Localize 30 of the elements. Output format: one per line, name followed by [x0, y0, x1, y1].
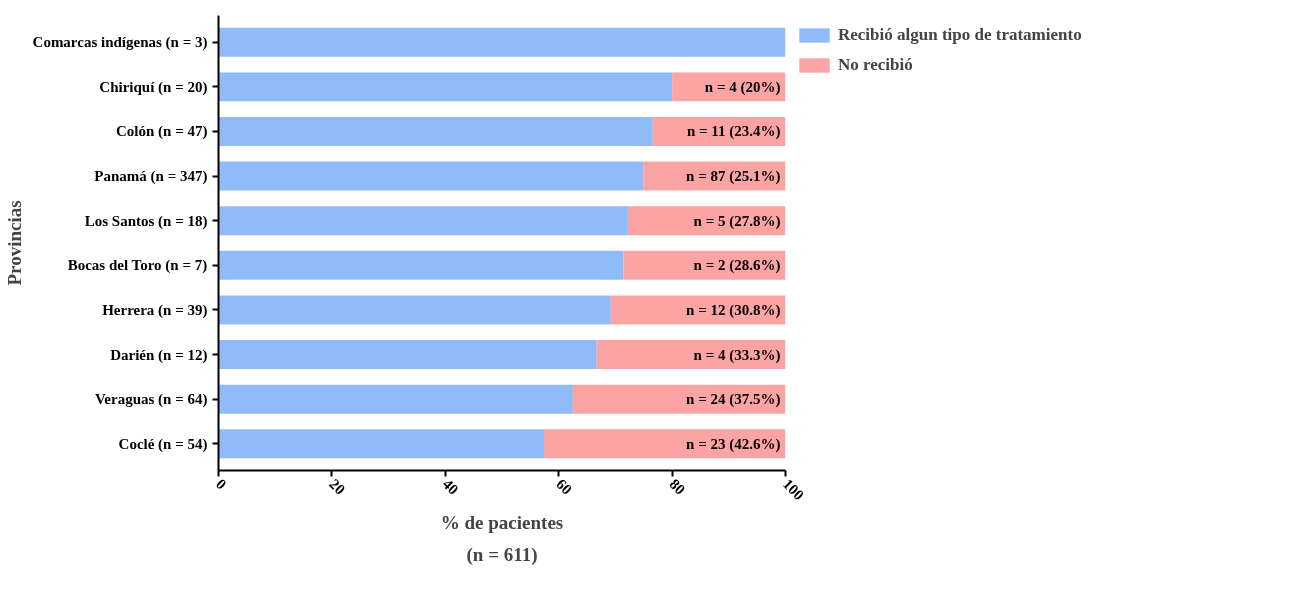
x-axis-title: % de pacientes [440, 512, 564, 534]
data-label: n = 2 (28.6%) [693, 257, 781, 275]
y-tick-label: Bocas del Toro (n = 7) [67, 257, 208, 275]
x-tick-label: 100 [779, 475, 808, 504]
data-label: n = 12 (30.8%) [686, 301, 781, 319]
y-tick-label: Coclé (n = 54) [118, 435, 208, 453]
data-label: n = 24 (37.5%) [686, 391, 781, 409]
y-tick-label: Panamá (n = 347) [94, 168, 208, 186]
x-tick-label: 80 [666, 475, 689, 498]
y-tick-label: Veraguas (n = 64) [94, 391, 208, 409]
y-tick-label: Chiriquí (n = 20) [99, 78, 208, 96]
x-tick-label: 60 [553, 475, 575, 498]
data-label: n = 5 (27.8%) [693, 212, 781, 230]
data-label: n = 23 (42.6%) [686, 435, 781, 453]
data-label: n = 4 (33.3%) [693, 346, 781, 364]
x-tick-label: 40 [439, 475, 462, 498]
legend-label: Recibió algun tipo de tratamiento [838, 25, 1082, 45]
legend-label: No recibió [838, 55, 913, 75]
data-label: n = 11 (23.4%) [686, 123, 781, 141]
data-label: n = 4 (20%) [704, 78, 781, 96]
data-label: n = 87 (25.1%) [686, 168, 781, 186]
y-axis-title: Provincias [3, 200, 25, 286]
y-tick-label: Colón (n = 47) [116, 123, 208, 141]
x-tick-label: 20 [326, 475, 349, 498]
y-tick-label: Los Santos (n = 18) [84, 212, 208, 230]
y-tick-label: Darién (n = 12) [110, 346, 208, 364]
text: (n = 611) [466, 543, 538, 566]
x-tick-label: 0 [212, 475, 230, 493]
y-tick-label: Comarcas indígenas (n = 3) [32, 34, 208, 52]
y-tick-label: Herrera (n = 39) [102, 301, 208, 319]
